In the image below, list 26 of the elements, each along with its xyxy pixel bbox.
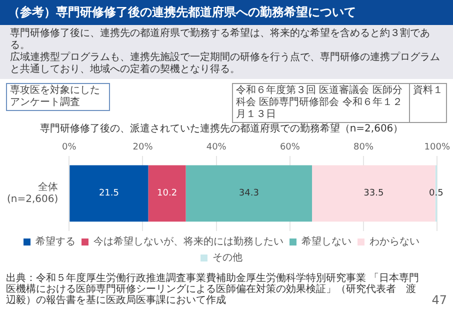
x-tick-label: 0% <box>62 142 77 153</box>
legend-label: 今は希望しないが、将来的には勤務したい <box>94 236 284 248</box>
text: 令和６年度第３回 医道審議会 医師分科会 医師専門研修部会 令和６年１２月１３日 <box>232 83 410 123</box>
data-label: 33.5 <box>364 188 384 199</box>
text: 専門研修修了後に、連携先の都道府県で勤務する希望は、将来的な希望を含めると約３割である。 <box>10 28 431 52</box>
text: 専攻医を対象にしたアンケート調査 <box>6 83 110 111</box>
data-label: 21.5 <box>98 188 119 199</box>
legend-label: 希望しない <box>302 236 352 248</box>
chart-subtitle: 専門研修修了後の、派遣されていた連携先の都道府県での勤務希望（n=2,606） <box>40 122 404 135</box>
text: 47 <box>432 293 447 307</box>
text: 広域連携型プログラムも、連携先施設で一定期間の研修を行う点で、専門研修の連携プログラムと共通しており、地域への定着の契機となり得る。 <box>10 52 441 76</box>
text: 資料１ <box>410 83 447 123</box>
data-label: 34.3 <box>238 188 259 199</box>
x-tick-label: 80% <box>354 142 374 153</box>
x-tick-label: 100% <box>424 142 450 153</box>
x-tick-label: 60% <box>280 142 300 153</box>
chart-title: （参考）専門研修修了後の連携先都道府県への勤務希望について <box>0 0 453 25</box>
legend-label: 希望する <box>36 236 76 248</box>
data-label: 10.2 <box>157 188 178 199</box>
source-note: 出典：令和５年度厚生労働行政推進調査事業費補助金厚生労働科学特別研究事業 「日本専門医機構における医師専門研修シーリングによる医師偏在対策の効果検証」（研究代表者 渡辺毅）の報告書を基に医政局医事課において作成 <box>6 273 420 306</box>
x-tick-label: 40% <box>206 142 227 153</box>
legend-label: その他 <box>212 252 242 264</box>
data-label: 0.5 <box>429 188 444 199</box>
legend-label: わからない <box>370 236 420 248</box>
x-tick-label: 20% <box>132 142 154 153</box>
y-tick-label: 全体 (n=2,606) <box>6 180 58 205</box>
